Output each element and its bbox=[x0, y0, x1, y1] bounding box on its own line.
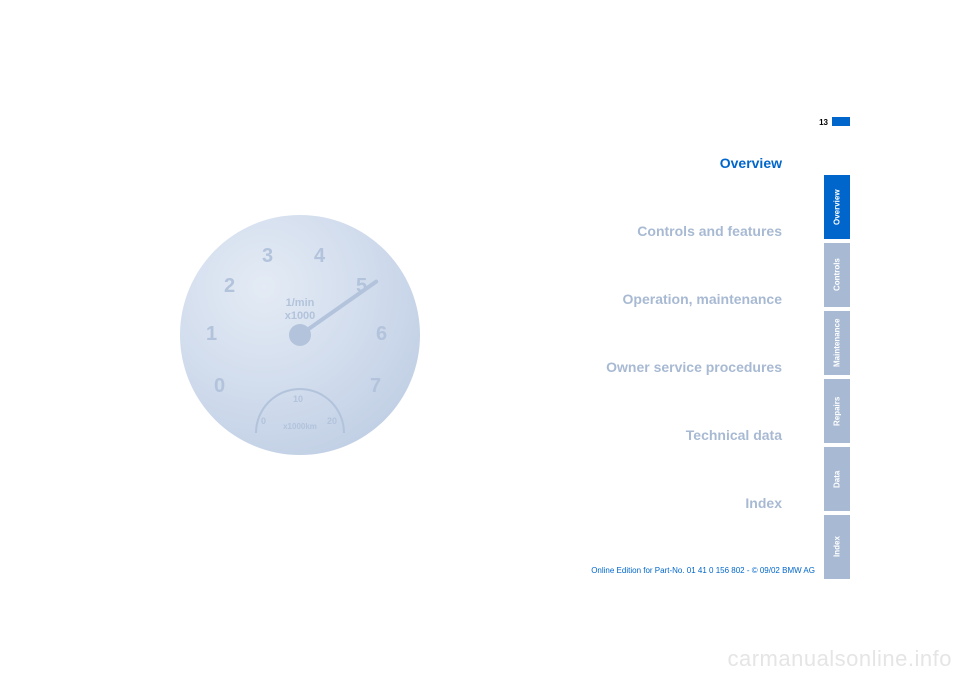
page-number-marker bbox=[832, 117, 850, 126]
gauge-number: 1 bbox=[206, 323, 217, 346]
footer-copyright: Online Edition for Part-No. 01 41 0 156 … bbox=[591, 566, 815, 575]
tachometer-gauge: 1/min x1000 01234567 01020 x1000km bbox=[180, 215, 420, 455]
side-tab[interactable]: Index bbox=[824, 515, 850, 579]
toc-item[interactable]: Technical data bbox=[490, 427, 782, 443]
tabs-column: Overview Controls Maintenance Repairs Data In… bbox=[824, 145, 850, 585]
toc-item[interactable]: Index bbox=[490, 495, 782, 511]
side-tab[interactable]: Overview bbox=[824, 175, 850, 239]
odometer-sub-gauge: 01020 x1000km bbox=[255, 388, 345, 433]
gauge-number: 4 bbox=[314, 245, 325, 268]
gauge-number: 7 bbox=[370, 375, 381, 398]
page-number: 13 bbox=[819, 118, 828, 127]
gauge-unit-label: 1/min x1000 bbox=[180, 297, 420, 323]
toc-item[interactable]: Controls and features bbox=[490, 223, 782, 239]
toc-item[interactable]: Owner service procedures bbox=[490, 359, 782, 375]
toc-item[interactable]: Overview bbox=[490, 155, 782, 171]
gauge-number: 0 bbox=[214, 375, 225, 398]
gauge-unit-line2: x1000 bbox=[180, 310, 420, 323]
gauge-needle-hub bbox=[289, 324, 311, 346]
gauge-number: 6 bbox=[376, 323, 387, 346]
gauge-number: 2 bbox=[224, 275, 235, 298]
toc-item[interactable]: Operation, maintenance bbox=[490, 291, 782, 307]
gauge-column: 1/min x1000 01234567 01020 x1000km bbox=[110, 145, 490, 585]
gauge-number: 3 bbox=[262, 245, 273, 268]
sub-gauge-number: 10 bbox=[293, 394, 303, 404]
gauge-unit-line1: 1/min bbox=[180, 297, 420, 310]
side-tab[interactable]: Repairs bbox=[824, 379, 850, 443]
side-tab[interactable]: Controls bbox=[824, 243, 850, 307]
side-tab[interactable]: Maintenance bbox=[824, 311, 850, 375]
sub-gauge-label: x1000km bbox=[257, 422, 343, 431]
side-tab[interactable]: Data bbox=[824, 447, 850, 511]
toc-column: Overview Controls and features Operation, … bbox=[490, 145, 824, 585]
watermark: carmanualsonline.info bbox=[727, 646, 952, 672]
